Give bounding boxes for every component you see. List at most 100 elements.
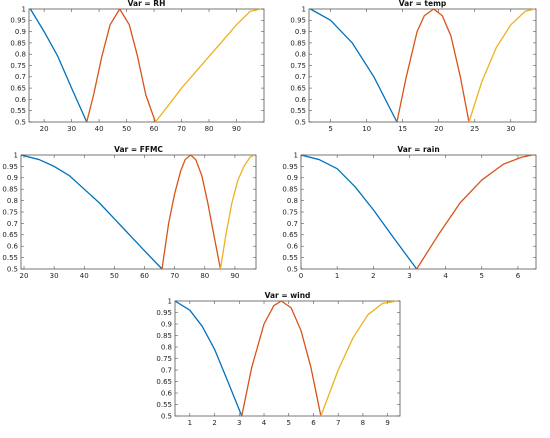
y-tick-label: 0.65 [2, 231, 18, 239]
x-tick-label: 9 [385, 419, 389, 427]
y-tick-label: 0.7 [15, 73, 26, 81]
series-line-2 [161, 154, 222, 270]
x-tick-label: 50 [122, 125, 131, 133]
series-line-1 [29, 8, 88, 123]
y-tick-label: 0.75 [2, 208, 18, 216]
y-tick-label: 0.75 [10, 62, 26, 70]
y-tick-label: 0.95 [290, 17, 306, 25]
y-tick-label: 1 [14, 151, 18, 159]
chart-2: Var = temp 0.5 0.55 0.6 0.65 0.7 0.75 0.8 0.85 0.… [290, 0, 537, 133]
series-line-2 [416, 154, 533, 270]
y-tick-label: 0.9 [7, 174, 18, 182]
x-tick-label: 30 [67, 125, 76, 133]
x-tick-label: 70 [177, 125, 186, 133]
x-tick-label: 3 [407, 272, 411, 280]
x-tick-label: 80 [200, 272, 209, 280]
y-tick-label: 0.75 [282, 208, 298, 216]
y-tick-label: 0.95 [156, 309, 172, 317]
series-line-1 [300, 154, 418, 270]
y-tick-label: 0.5 [287, 265, 298, 273]
x-tick-label: 20 [434, 125, 443, 133]
x-tick-label: 90 [232, 125, 241, 133]
chart-1: Var = RH 0.5 0.55 0.6 0.65 0.7 0.75 0.8 0.85 0.9 0… [10, 0, 265, 133]
x-tick-label: 30 [506, 125, 515, 133]
y-tick-label: 0.65 [282, 231, 298, 239]
axes-box [308, 8, 537, 123]
x-tick-label: 6 [516, 272, 521, 280]
y-tick-label: 0.95 [282, 163, 298, 171]
y-tick-label: 0.6 [295, 96, 307, 104]
chart-title: Var = wind [265, 291, 311, 300]
x-tick-label: 7 [336, 419, 340, 427]
y-tick-label: 0.6 [15, 96, 27, 104]
axes-box [28, 8, 265, 123]
x-tick-label: 4 [262, 419, 267, 427]
x-tick-label: 30 [50, 272, 59, 280]
series-line-3 [154, 8, 262, 123]
x-tick-label: 20 [20, 272, 29, 280]
y-tick-label: 0.7 [7, 220, 18, 228]
x-tick-label: 6 [311, 419, 316, 427]
x-tick-label: 60 [150, 125, 159, 133]
y-tick-label: 0.75 [290, 62, 306, 70]
y-tick-label: 0.95 [2, 163, 18, 171]
y-tick-label: 0.8 [15, 51, 26, 59]
y-tick-label: 0.85 [282, 186, 298, 194]
y-tick-label: 0.55 [2, 254, 18, 262]
x-tick-label: 40 [95, 125, 104, 133]
x-tick-label: 1 [188, 419, 192, 427]
y-tick-label: 0.65 [156, 378, 172, 386]
y-tick-label: 0.8 [287, 197, 298, 205]
chart-title: Var = temp [399, 0, 447, 8]
series-line-3 [219, 154, 255, 270]
x-tick-label: 15 [398, 125, 407, 133]
x-tick-label: 40 [80, 272, 89, 280]
chart-title: Var = RH [128, 0, 166, 8]
x-tick-label: 60 [140, 272, 149, 280]
y-tick-label: 0.5 [295, 118, 306, 126]
y-tick-label: 0.7 [287, 220, 298, 228]
series-line-2 [241, 300, 322, 417]
y-tick-label: 0.85 [290, 39, 306, 47]
y-tick-label: 0.9 [161, 320, 172, 328]
y-tick-label: 0.5 [7, 265, 18, 273]
x-tick-label: 90 [230, 272, 239, 280]
y-tick-label: 0.65 [290, 85, 306, 93]
y-tick-label: 0.7 [295, 73, 306, 81]
x-tick-label: 50 [110, 272, 119, 280]
chart-4: Var = rain 0.5 0.55 0.6 0.65 0.7 0.75 0.8 0.85 0.… [282, 145, 537, 280]
x-tick-label: 0 [299, 272, 303, 280]
x-tick-label: 1 [335, 272, 339, 280]
series-line-2 [86, 8, 157, 123]
y-tick-label: 0.9 [295, 28, 306, 36]
x-tick-label: 5 [287, 419, 291, 427]
series-line-3 [320, 300, 398, 417]
chart-title: Var = FFMC [114, 145, 163, 154]
x-tick-label: 10 [362, 125, 371, 133]
chart-5: Var = wind 0.5 0.55 0.6 0.65 0.7 0.75 0.8 0.85 0.… [156, 291, 401, 427]
x-tick-label: 20 [40, 125, 49, 133]
y-tick-label: 0.75 [156, 355, 172, 363]
x-tick-label: 4 [443, 272, 448, 280]
y-tick-label: 0.6 [287, 243, 299, 251]
series-line-3 [468, 8, 535, 123]
x-tick-label: 5 [328, 125, 332, 133]
x-tick-label: 2 [371, 272, 375, 280]
y-tick-label: 0.55 [156, 401, 172, 409]
y-tick-label: 0.65 [10, 85, 26, 93]
y-tick-label: 0.5 [15, 118, 26, 126]
x-tick-label: 3 [237, 419, 241, 427]
y-tick-label: 0.9 [15, 28, 26, 36]
series-line-1 [174, 300, 243, 417]
y-tick-label: 1 [294, 151, 298, 159]
y-tick-label: 0.85 [10, 39, 26, 47]
axes-box [20, 154, 257, 270]
chart-3: Var = FFMC 0.5 0.55 0.6 0.65 0.7 0.75 0.8 0.85 0.… [2, 145, 257, 280]
y-tick-label: 1 [168, 297, 172, 305]
x-tick-label: 70 [170, 272, 179, 280]
y-tick-label: 0.85 [2, 186, 18, 194]
series-line-1 [310, 8, 398, 123]
x-tick-label: 8 [361, 419, 365, 427]
charts-container: Var = RH0.50.550.60.650.70.750.80.850.90… [2, 0, 537, 427]
